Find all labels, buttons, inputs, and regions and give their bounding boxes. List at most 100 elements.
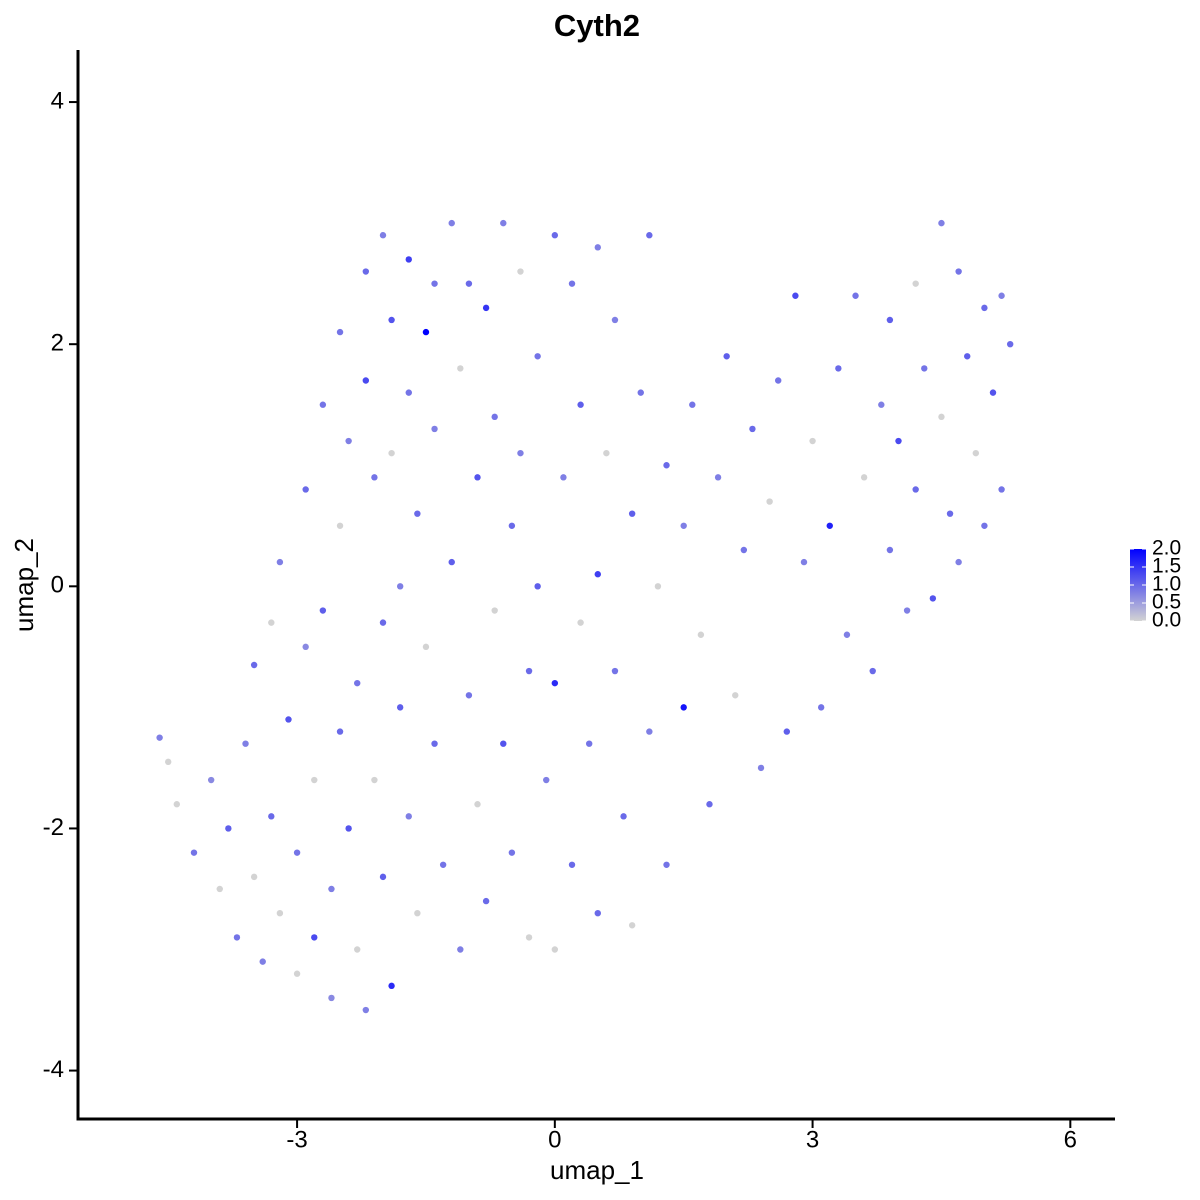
colorbar-label: 0.5 (1152, 591, 1181, 614)
point (259, 958, 266, 965)
point (903, 607, 911, 614)
point (354, 946, 361, 953)
point (328, 994, 335, 1002)
point (843, 631, 851, 638)
point (860, 474, 868, 481)
point (371, 474, 378, 481)
x-tick-label: -3 (286, 1126, 307, 1153)
point (500, 740, 507, 747)
point (594, 909, 601, 917)
point (603, 449, 610, 457)
point (371, 776, 378, 784)
point (508, 849, 516, 856)
point (500, 219, 507, 227)
point (912, 280, 919, 287)
point (568, 861, 576, 868)
point (594, 571, 601, 578)
point (336, 728, 344, 735)
point (276, 558, 284, 566)
point (268, 619, 275, 626)
point (809, 437, 816, 445)
point (869, 667, 876, 675)
point (405, 813, 412, 820)
point (585, 740, 593, 747)
point (663, 861, 670, 868)
colorbar-label: 0.0 (1152, 609, 1181, 632)
point (929, 595, 937, 602)
point (1006, 340, 1014, 348)
y-tick-label: -4 (43, 1056, 64, 1083)
point (431, 425, 438, 433)
point (448, 219, 455, 227)
point (173, 801, 181, 808)
point (654, 583, 662, 590)
point (388, 982, 395, 990)
point (268, 813, 275, 820)
point (921, 365, 928, 372)
point (302, 486, 309, 493)
point (912, 486, 919, 493)
point (242, 740, 249, 747)
point (551, 946, 559, 953)
point (388, 316, 395, 324)
point (525, 934, 533, 941)
point (835, 365, 842, 372)
x-tick-label: 0 (548, 1126, 561, 1153)
x-tick-label: 3 (806, 1126, 819, 1153)
point (336, 328, 344, 336)
point (628, 510, 636, 517)
point (216, 885, 223, 893)
point (457, 365, 464, 372)
point (448, 558, 455, 566)
point (886, 546, 894, 554)
point (775, 377, 782, 384)
point (972, 449, 980, 457)
point (766, 498, 773, 505)
point (620, 813, 627, 820)
point (946, 510, 954, 517)
point (293, 970, 301, 977)
point (938, 413, 945, 421)
point (285, 716, 292, 723)
y-tick-label: 4 (51, 87, 64, 114)
point (465, 692, 473, 699)
point (190, 849, 198, 856)
y-tick-label: 2 (51, 330, 64, 357)
point (491, 413, 498, 421)
point (981, 304, 988, 312)
point (396, 583, 404, 590)
point (405, 389, 412, 396)
point (517, 268, 524, 275)
point (379, 873, 387, 881)
point (998, 486, 1005, 493)
point (594, 244, 601, 251)
point (611, 316, 619, 324)
point (989, 389, 997, 396)
point (336, 522, 344, 529)
point (207, 776, 215, 784)
point (697, 631, 705, 638)
point (405, 256, 412, 263)
point (534, 353, 541, 360)
point (955, 558, 962, 566)
point (328, 885, 335, 893)
point (981, 522, 988, 529)
colorbar-label: 1.0 (1152, 573, 1181, 596)
point (302, 643, 309, 651)
point (517, 449, 524, 457)
point (852, 292, 859, 299)
point (474, 474, 481, 481)
point (225, 825, 232, 832)
chart-title: Cyth2 (554, 8, 640, 43)
point (293, 849, 301, 856)
point (637, 389, 644, 396)
point (534, 583, 541, 590)
point (783, 728, 791, 735)
point (525, 667, 533, 675)
y-tick-label: 0 (51, 572, 64, 599)
point (611, 667, 619, 675)
point (465, 280, 473, 287)
point (560, 474, 567, 481)
